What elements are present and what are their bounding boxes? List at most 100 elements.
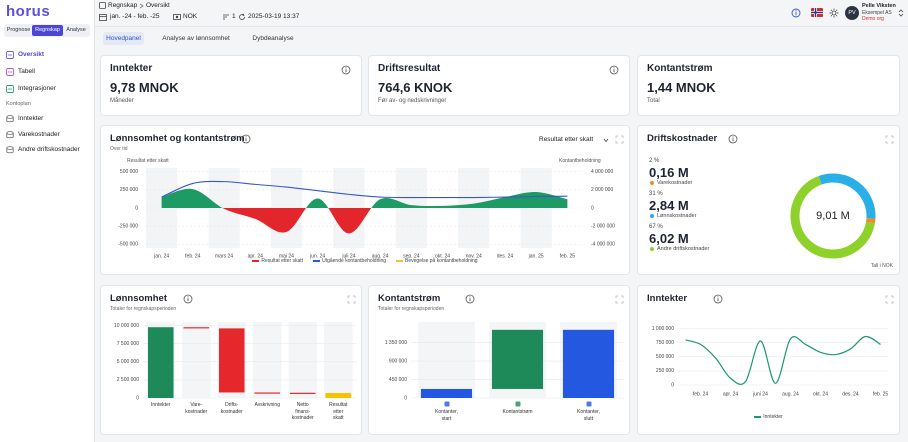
updated: 2025-03-19 13:37	[248, 13, 300, 20]
x-tick-label: Inntekter	[151, 402, 171, 408]
account-icon-part	[6, 117, 14, 123]
area	[161, 188, 568, 234]
info-icon[interactable]	[341, 65, 351, 75]
breadcrumb-sep-part	[139, 3, 144, 9]
level[interactable]: 1	[232, 13, 236, 20]
x-tick-label: juni 24	[752, 391, 768, 397]
y-tick-label: 1 000 000	[652, 326, 674, 332]
bar-icon	[586, 401, 591, 407]
nav-icon-part	[6, 85, 14, 93]
nav-icon-part	[6, 51, 14, 59]
tab[interactable]: Analyse av lønnsomhet	[162, 35, 230, 42]
info-icon[interactable]	[728, 134, 738, 144]
refresh-icon	[239, 13, 245, 20]
y-tick-label: -4 000 000	[591, 242, 615, 248]
avatar[interactable]: PV	[845, 6, 859, 20]
x-tick-label: feb. 24	[693, 391, 709, 397]
tab[interactable]: Dybdeanalyse	[252, 35, 294, 42]
account-menu[interactable]	[898, 9, 904, 17]
bar	[183, 327, 210, 329]
nav-item[interactable]: Tabell	[18, 68, 35, 75]
account-item[interactable]: Inntekter	[18, 115, 44, 122]
page-icon	[99, 2, 106, 9]
account-item[interactable]: Andre driftskostnader	[18, 146, 80, 153]
mode-tab[interactable]: Analyse	[66, 27, 86, 33]
y-tick-label: 2 500 000	[117, 377, 139, 383]
legend-item[interactable]: Resultat etter skatt	[252, 258, 303, 264]
account-item[interactable]: Varekostnader	[18, 130, 60, 138]
column-bg	[253, 322, 282, 398]
y-axis-label: Resultat etter skatt	[127, 158, 169, 164]
breadcrumb[interactable]: Regnskap	[108, 2, 138, 9]
column-bg	[288, 322, 317, 398]
line	[161, 180, 568, 199]
mode-tab[interactable]: Prognose	[6, 27, 31, 33]
info-icon-part	[183, 294, 193, 304]
y-tick-label: 750 000	[656, 340, 674, 346]
bar	[218, 328, 245, 393]
y-tick-label: 4 000 000	[591, 169, 613, 175]
x-tick-label: Avskrivning	[254, 402, 280, 408]
info-icon-part	[469, 296, 471, 298]
expand-icon-part	[885, 135, 894, 144]
info-icon-part	[345, 67, 347, 69]
theme-icon[interactable]	[829, 8, 839, 18]
currency[interactable]: NOK	[183, 13, 198, 20]
period[interactable]: jan. -24 - feb. -25	[110, 13, 160, 20]
legend-label: Lønnskostnader	[657, 212, 697, 219]
bar	[491, 329, 544, 389]
legend-item[interactable]: Utgående kontantbeholdning	[313, 258, 386, 264]
note: Tall i NOK	[870, 263, 893, 269]
x-tick-label: feb. 24	[185, 253, 201, 259]
selector[interactable]: Resultat etter skatt	[539, 136, 594, 143]
legend-swatch	[396, 260, 404, 262]
chart-card: Inntekter 1 000 000 750 000 500 000 250 000 0…	[637, 285, 900, 435]
x-tick-label: des. 24	[497, 253, 514, 259]
y-tick-label: 2 000 000	[591, 187, 613, 193]
y-tick-label: 0	[404, 395, 407, 401]
expand-icon[interactable]	[615, 295, 624, 304]
theme-icon-part	[829, 8, 839, 18]
expand-icon[interactable]	[885, 295, 894, 304]
x-tick-label: feb. 25	[560, 253, 576, 259]
info-icon-part	[245, 136, 247, 138]
info-icon[interactable]	[465, 294, 475, 304]
nav-icon-part	[6, 68, 14, 76]
y2-axis-label: Kontantbeholdning	[559, 158, 601, 164]
nav-item[interactable]: Integrasjoner	[18, 85, 56, 92]
nav-item[interactable]: Oversikt	[18, 51, 45, 58]
percent-label: 67 %	[649, 224, 663, 230]
percent-label: 31 %	[649, 191, 663, 197]
legend-item[interactable]: Bevegelse på kontantbeholdning	[396, 258, 478, 264]
plot: 1 000 000 750 000 500 000 250 000 0 feb. 24 ap…	[652, 326, 889, 397]
help-icon[interactable]	[791, 8, 801, 18]
info-icon-part	[341, 65, 351, 75]
info-icon[interactable]	[713, 294, 723, 304]
bar	[420, 388, 473, 398]
info-icon-part	[241, 134, 251, 144]
expand-icon[interactable]	[347, 295, 356, 304]
kpi-note: Før av- og nedskrivninger	[378, 98, 447, 104]
mode-tab[interactable]: Regnskap	[32, 25, 63, 36]
kpi-card: Driftsresultat 764,6 KNOK Før av- og nedsk…	[368, 55, 630, 116]
info-icon-part	[728, 134, 738, 144]
info-icon[interactable]	[241, 134, 251, 144]
legend-item[interactable]: Inntekter	[754, 414, 783, 420]
info-icon[interactable]	[609, 65, 619, 75]
x-tick-label: jan. 25	[528, 253, 544, 259]
expand-icon[interactable]	[615, 135, 624, 144]
bar-icon-part	[515, 401, 520, 407]
kpi-title: Driftsresultat	[378, 63, 441, 74]
expand-icon[interactable]	[885, 135, 894, 144]
kpi-card: Inntekter 9,78 MNOK Måneder	[100, 55, 362, 116]
currency-icon	[173, 14, 181, 20]
info-icon[interactable]	[183, 294, 193, 304]
flag-icon[interactable]	[811, 8, 823, 17]
org: Demo org	[862, 16, 884, 22]
y-tick-label: 250 000	[120, 187, 138, 193]
tab[interactable]: Hovedpanel	[103, 32, 144, 45]
kpi-value: 1,44 MNOK	[647, 80, 716, 95]
x-tick-label: Kontantstrøm	[502, 409, 533, 415]
x-tick-label: nov. 24	[466, 253, 482, 259]
